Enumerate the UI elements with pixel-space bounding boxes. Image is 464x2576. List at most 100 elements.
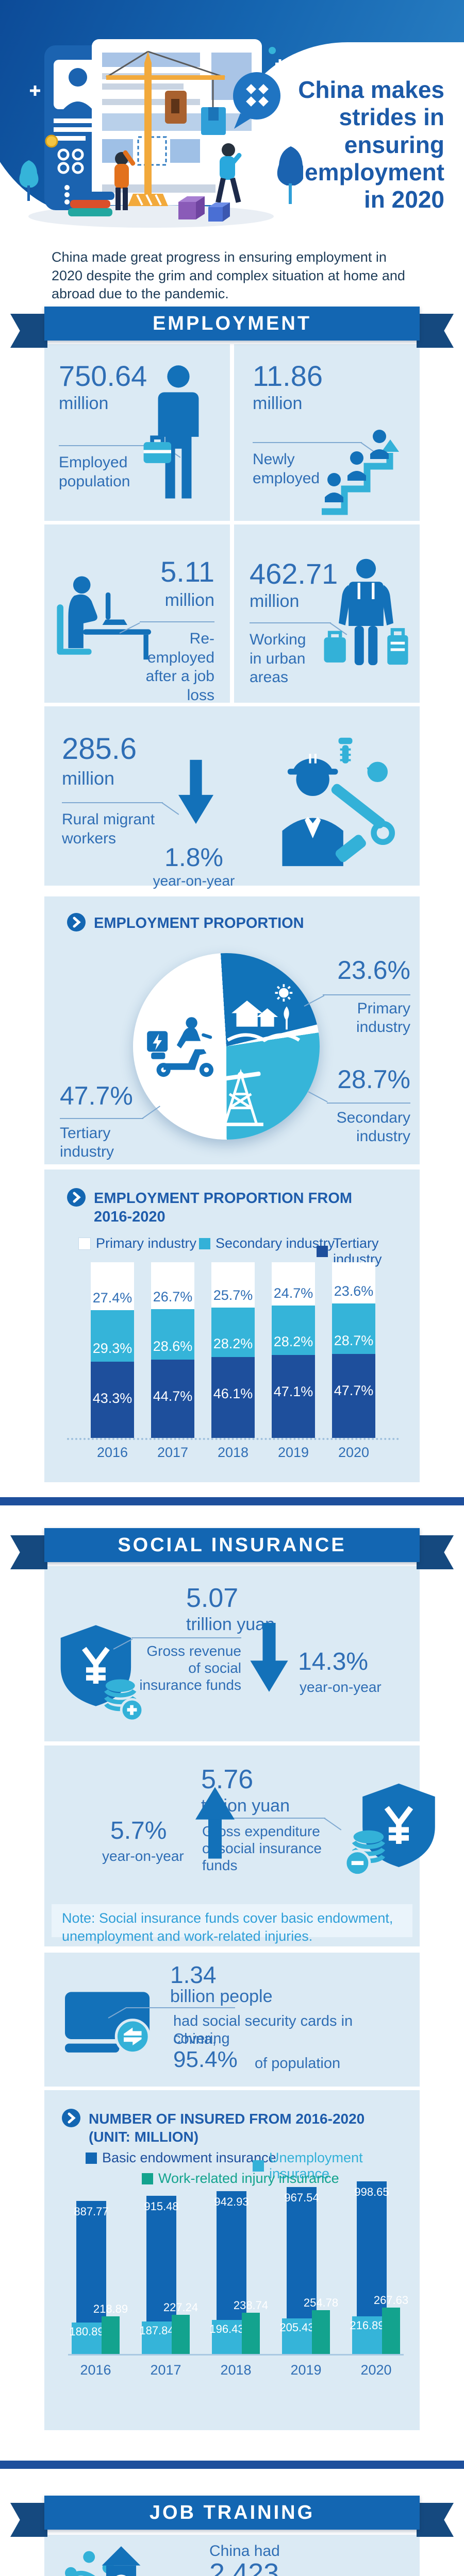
leader-line <box>140 621 214 622</box>
dot-cyan <box>269 47 276 54</box>
coverage-pct-suffix: of population <box>255 2055 341 2072</box>
shield-yuan-coins-icon <box>60 1625 144 1722</box>
stat-label: Working in urban areas <box>250 631 306 686</box>
oil-derrick-icon <box>220 1069 263 1126</box>
ribbon-fold-left-icon <box>10 1535 47 1569</box>
stat-value: 11.86 <box>253 360 323 392</box>
stat-value: 462.71 <box>250 557 338 590</box>
x-axis-year: 2019 <box>290 2362 322 2378</box>
shield-yuan-coins-icon <box>344 1783 435 1877</box>
stat-unit: million <box>62 768 115 789</box>
bar-unemployment: 216.89 <box>350 2316 385 2354</box>
stat-value: 285.6 <box>62 732 137 766</box>
section-heading: EMPLOYMENT PROPORTION FROM 2016-2020 <box>67 1188 352 1227</box>
bar-group: 998.65 216.89 267.63 2020 <box>350 2090 408 2378</box>
legend-label: Secondary industry <box>216 1235 335 1251</box>
legend-secondary: Secondary industry <box>199 1235 335 1251</box>
bar-injury: 238.74 <box>234 2299 268 2354</box>
bar-value-label: 216.89 <box>350 2319 385 2332</box>
bar-value-label: 238.74 <box>233 2299 269 2312</box>
tools <box>331 737 395 862</box>
bar-unemployment: 187.84 <box>139 2321 174 2354</box>
leader-line <box>323 994 410 995</box>
legend-label: Primary industry <box>96 1235 197 1251</box>
pie-label-secondary: Secondary industry <box>336 1109 410 1145</box>
section-heading: NUMBER OF INSURED FROM 2016-2020 (UNIT: … <box>62 2109 365 2146</box>
crane-icon <box>106 50 226 206</box>
insured-chart-card: NUMBER OF INSURED FROM 2016-2020 (UNIT: … <box>44 2090 420 2430</box>
stat-value: 5.76 <box>201 1765 254 1794</box>
social-insurance-banner: SOCIAL INSURANCE <box>0 1528 464 1570</box>
heading-line2: (UNIT: MILLION) <box>89 2129 199 2145</box>
x-axis-year: 2018 <box>217 1445 249 1460</box>
section-divider <box>0 2461 464 2469</box>
bar-segment-primary: 27.4% <box>91 1262 134 1311</box>
bar-segment-primary: 26.7% <box>151 1262 194 1310</box>
bar-value-label: 47.7% <box>334 1383 374 1399</box>
legend-swatch-primary <box>78 1237 91 1250</box>
bar-injury: 227.24 <box>163 2301 198 2354</box>
sparkle-icons <box>30 59 285 96</box>
bar-value-label: 47.1% <box>273 1384 313 1400</box>
stat-change: 14.3% <box>298 1648 369 1675</box>
bar-segment-secondary: 28.7% <box>332 1303 375 1354</box>
leader-line <box>250 622 331 623</box>
bar-value-label: 196.43 <box>209 2323 244 2335</box>
stat-employed-population: 750.64 million Employed population <box>44 344 230 521</box>
pie-pct-primary: 23.6% <box>337 956 410 985</box>
legend-injury: Work-related injury insurance <box>142 2171 339 2187</box>
bar-group: 967.54 205.43 254.78 2019 <box>279 2090 338 2378</box>
x-axis-year: 2016 <box>96 1445 128 1460</box>
stat-value: 5.11 <box>160 555 214 588</box>
pie-label-primary: Primary industry <box>356 1000 410 1036</box>
hero-header: China makes strides in ensuring employme… <box>0 0 464 238</box>
heading-line1: NUMBER OF INSURED FROM 2016-2020 <box>89 2111 365 2127</box>
section-divider <box>0 1497 464 1505</box>
legend-endowment: Basic endowment insurance <box>86 2150 276 2166</box>
bar-segment-tertiary: 47.1% <box>272 1355 315 1438</box>
bar-value-label: 267.63 <box>373 2294 409 2307</box>
up-arrow-icon <box>195 1787 235 1859</box>
bar-segment-primary: 24.7% <box>272 1262 315 1306</box>
bar-segment-secondary: 28.2% <box>272 1306 315 1355</box>
bar-unemployment: 180.89 <box>69 2323 104 2354</box>
training-school-icon <box>65 2546 141 2576</box>
legend-swatch-secondary <box>199 1238 210 1249</box>
bar-value-label: 254.78 <box>303 2296 339 2309</box>
stat-change: 5.7% <box>110 1817 167 1844</box>
intro-paragraph: China made great progress in ensuring em… <box>52 249 405 302</box>
stat-value: 750.64 <box>59 360 147 392</box>
bar-injury: 254.78 <box>304 2296 338 2354</box>
chevron-right-icon <box>67 913 86 931</box>
legend-label: Unemployment insurance <box>269 2150 363 2181</box>
worker-orange-icon <box>114 150 136 210</box>
coverage-pct: 95.4% <box>173 2047 238 2072</box>
bar-value-label: 887.77 <box>74 2205 109 2218</box>
job-training-banner: JOB TRAINING <box>0 2496 464 2538</box>
banner-title: JOB TRAINING <box>44 2496 420 2530</box>
leader-line <box>60 1118 143 1119</box>
stat-change-label: year-on-year <box>153 873 235 889</box>
bar-segment-tertiary: 47.7% <box>332 1354 375 1438</box>
training-schools-card: China had 2,423 technical training schoo… <box>44 2535 420 2576</box>
stat-newly-employed: 11.86 million Newly employed <box>234 344 420 521</box>
bar-segment-tertiary: 43.3% <box>91 1362 134 1438</box>
bar-value-label: 227.24 <box>163 2301 198 2314</box>
stat-unit: million <box>253 394 303 413</box>
page-title: China makes strides in ensuring employme… <box>259 76 444 214</box>
leader-line <box>126 2007 235 2008</box>
bar-value-label: 180.89 <box>69 2325 104 2338</box>
employed-person-icon <box>143 365 199 499</box>
title-line: China makes <box>298 76 444 103</box>
heading-text: EMPLOYMENT PROPORTION <box>94 915 304 931</box>
bar-value-label: 28.2% <box>273 1334 313 1350</box>
stat-unit: million <box>250 591 300 611</box>
bar-value-label: 43.3% <box>92 1391 132 1406</box>
bar-segment-secondary: 29.3% <box>91 1310 134 1362</box>
stat-unit: billion people <box>170 1987 273 2006</box>
note-text: Note: Social insurance funds cover basic… <box>52 1904 412 1944</box>
coin-icon <box>45 134 58 148</box>
pie-pct-tertiary: 47.7% <box>60 1081 133 1110</box>
bar-value-label: 25.7% <box>213 1287 253 1303</box>
